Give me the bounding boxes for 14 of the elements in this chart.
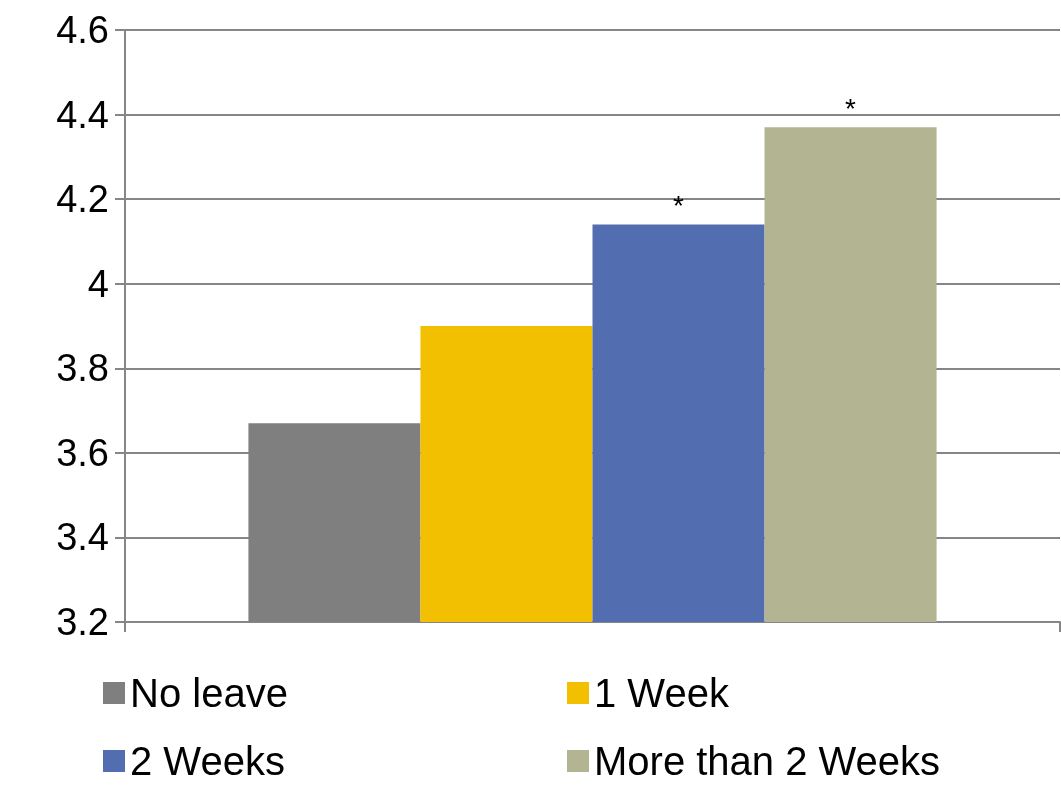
y-tick-label: 3.8 — [56, 347, 109, 390]
legend-label: No leave — [130, 671, 288, 715]
y-tick-label: 4 — [87, 262, 109, 305]
y-tick-label: 3.2 — [56, 601, 109, 643]
data-label: * — [673, 190, 685, 222]
legend-label: More than 2 Weeks — [594, 739, 941, 783]
legend-label: 2 Weeks — [130, 739, 285, 783]
data-label: * — [845, 92, 857, 124]
y-tick-label: 3.4 — [56, 516, 109, 559]
legend-label: 1 Week — [594, 671, 730, 715]
y-tick-label: 4.4 — [56, 93, 109, 136]
y-tick-label: 4.2 — [56, 178, 109, 221]
y-tick-label: 4.6 — [56, 9, 109, 51]
y-tick-label: 3.6 — [56, 431, 109, 474]
